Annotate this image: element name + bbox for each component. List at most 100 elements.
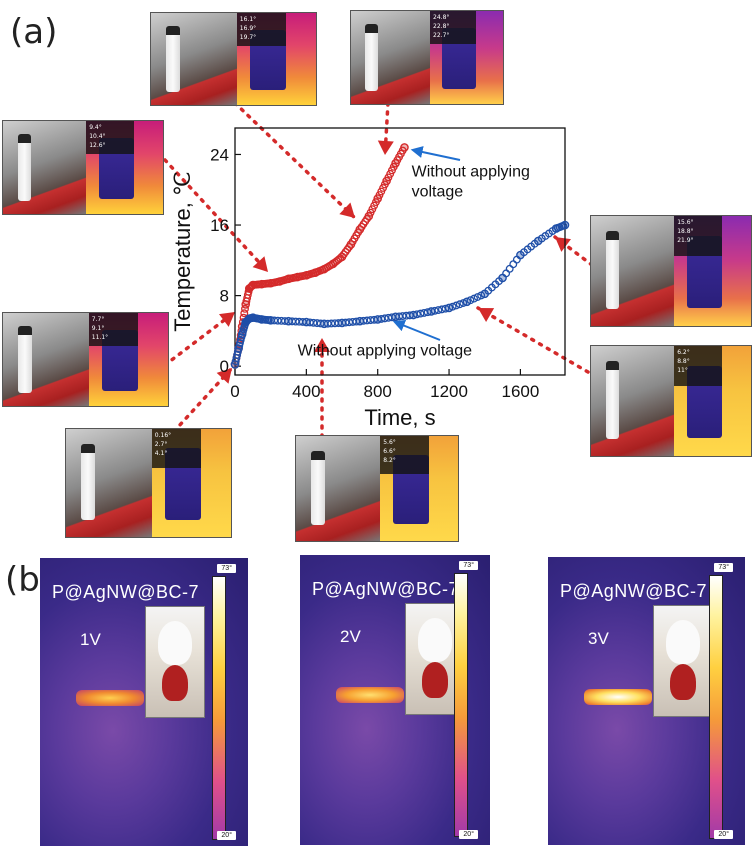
thumbnail-5: 7.7° 9.1° 11.1° bbox=[2, 312, 169, 407]
photo bbox=[351, 11, 431, 104]
annotation-red-curve: Without applying voltage bbox=[412, 164, 530, 201]
y-tick-label: 0 bbox=[220, 357, 229, 376]
data-point-fill bbox=[470, 294, 478, 303]
scale-min-label: 20° bbox=[217, 831, 236, 840]
data-point bbox=[373, 194, 383, 203]
x-tick-label: 0 bbox=[230, 382, 239, 401]
temperature-readout: 5.6° 6.6° 8.2° bbox=[380, 436, 429, 474]
color-scale-bar bbox=[212, 576, 226, 840]
vial bbox=[365, 24, 378, 91]
data-point-fill bbox=[452, 301, 461, 310]
temperature-readout: 7.7° 9.1° 11.1° bbox=[88, 313, 139, 347]
x-tick-label: 400 bbox=[292, 382, 320, 401]
photo bbox=[591, 346, 675, 456]
y-tick-label: 16 bbox=[210, 216, 229, 235]
data-point-fill bbox=[441, 304, 450, 313]
vial bbox=[81, 444, 96, 521]
x-axis-label: Time, s bbox=[364, 405, 435, 430]
temperature-readout: 24.8° 22.8° 22.7° bbox=[430, 11, 476, 45]
data-point-fill bbox=[405, 311, 414, 320]
thermal-panel-1v: P@AgNW@BC-7 1V 73° 20° bbox=[40, 558, 248, 846]
data-point bbox=[498, 273, 507, 283]
bear bbox=[158, 621, 192, 665]
data-point-fill bbox=[455, 300, 464, 309]
heating-spot bbox=[76, 690, 144, 706]
voltage-label: 1V bbox=[80, 630, 101, 649]
y-tick-label: 24 bbox=[210, 145, 229, 164]
data-point-fill bbox=[430, 306, 439, 315]
data-point-fill bbox=[423, 308, 432, 317]
heating-spot bbox=[336, 687, 404, 703]
data-point-fill bbox=[448, 302, 457, 311]
leader-line bbox=[476, 306, 590, 374]
data-point-fill bbox=[240, 309, 249, 318]
photo bbox=[296, 436, 381, 541]
heating-spot bbox=[584, 689, 652, 705]
color-scale-bar bbox=[709, 575, 723, 839]
photo bbox=[151, 13, 237, 105]
vial bbox=[311, 450, 325, 525]
x-tick-label: 1200 bbox=[430, 382, 468, 401]
callout-lines bbox=[163, 101, 594, 440]
scale-max-label: 73° bbox=[459, 561, 478, 570]
color-scale-bar bbox=[454, 573, 468, 837]
bear bbox=[418, 618, 452, 662]
thumbnail-2: 24.8° 22.8° 22.7° bbox=[350, 10, 504, 105]
scale-min-label: 20° bbox=[459, 830, 478, 839]
annotation-arrow bbox=[410, 146, 461, 161]
data-point-fill bbox=[377, 314, 386, 323]
scale-min-label: 20° bbox=[714, 830, 733, 839]
vial bbox=[18, 326, 33, 393]
photo bbox=[591, 216, 675, 326]
leader-pointer bbox=[252, 256, 268, 272]
annotation-line: Without applying bbox=[412, 164, 530, 181]
vial bbox=[605, 361, 620, 439]
thumbnail-7: 0.16° 2.7° 4.1° bbox=[65, 428, 232, 538]
data-point-fill bbox=[505, 264, 514, 273]
thumbnail-4: 15.6° 18.8° 21.9° bbox=[590, 215, 752, 327]
thumbnail-3: 9.4° 10.4° 12.6° bbox=[2, 120, 164, 215]
vial bbox=[17, 134, 32, 201]
leader-line bbox=[233, 101, 357, 220]
data-point-fill bbox=[345, 242, 354, 251]
vial bbox=[605, 231, 620, 309]
photo bbox=[3, 313, 89, 406]
leader-line bbox=[163, 310, 237, 367]
annotation-blue-curve: Without applying voltage bbox=[298, 343, 472, 360]
data-point-fill bbox=[412, 310, 421, 319]
temperature-readout: 0.16° 2.7° 4.1° bbox=[151, 429, 202, 468]
voltage-label: 3V bbox=[588, 629, 609, 648]
axis-ticks: 0 400 800 1200 1600 0 8 16 24 bbox=[210, 145, 539, 401]
temperature-readout: 6.2° 8.8° 11° bbox=[674, 346, 723, 386]
bear-photo-inset bbox=[145, 606, 205, 718]
thumbnail-6: 6.2° 8.8° 11° bbox=[590, 345, 752, 457]
temperature-chart: 0 400 800 1200 1600 0 8 16 24 Without applying vo… bbox=[163, 101, 594, 440]
data-point-fill bbox=[434, 306, 443, 315]
photo bbox=[66, 429, 152, 537]
data-points bbox=[230, 143, 570, 369]
data-point-fill bbox=[241, 304, 249, 313]
data-point bbox=[382, 176, 391, 186]
panel-label-a: (a) bbox=[10, 12, 58, 52]
data-point-fill bbox=[380, 314, 389, 323]
scale-max-label: 73° bbox=[714, 563, 733, 572]
annotations: Without applying voltage Without applying … bbox=[298, 146, 530, 360]
sample-title: P@AgNW@BC-7 bbox=[52, 582, 200, 602]
leader-line bbox=[163, 158, 270, 274]
leader-pointer bbox=[377, 140, 394, 155]
data-point-fill bbox=[509, 260, 518, 269]
x-tick-label: 800 bbox=[364, 382, 392, 401]
data-point-fill bbox=[416, 309, 425, 318]
scale-max-label: 73° bbox=[217, 564, 236, 573]
temperature-readout: 16.1° 16.9° 19.7° bbox=[236, 13, 287, 47]
temperature-readout: 15.6° 18.8° 21.9° bbox=[674, 216, 723, 256]
leader-pointer bbox=[216, 368, 232, 384]
data-point-fill bbox=[466, 296, 475, 305]
vial bbox=[166, 25, 181, 92]
series-1 bbox=[230, 143, 409, 369]
thumbnail-8: 5.6° 6.6° 8.2° bbox=[295, 435, 459, 542]
x-tick-label: 1600 bbox=[501, 382, 539, 401]
leader-line bbox=[166, 366, 234, 440]
photo bbox=[3, 121, 87, 214]
bear-photo-inset bbox=[653, 605, 713, 717]
